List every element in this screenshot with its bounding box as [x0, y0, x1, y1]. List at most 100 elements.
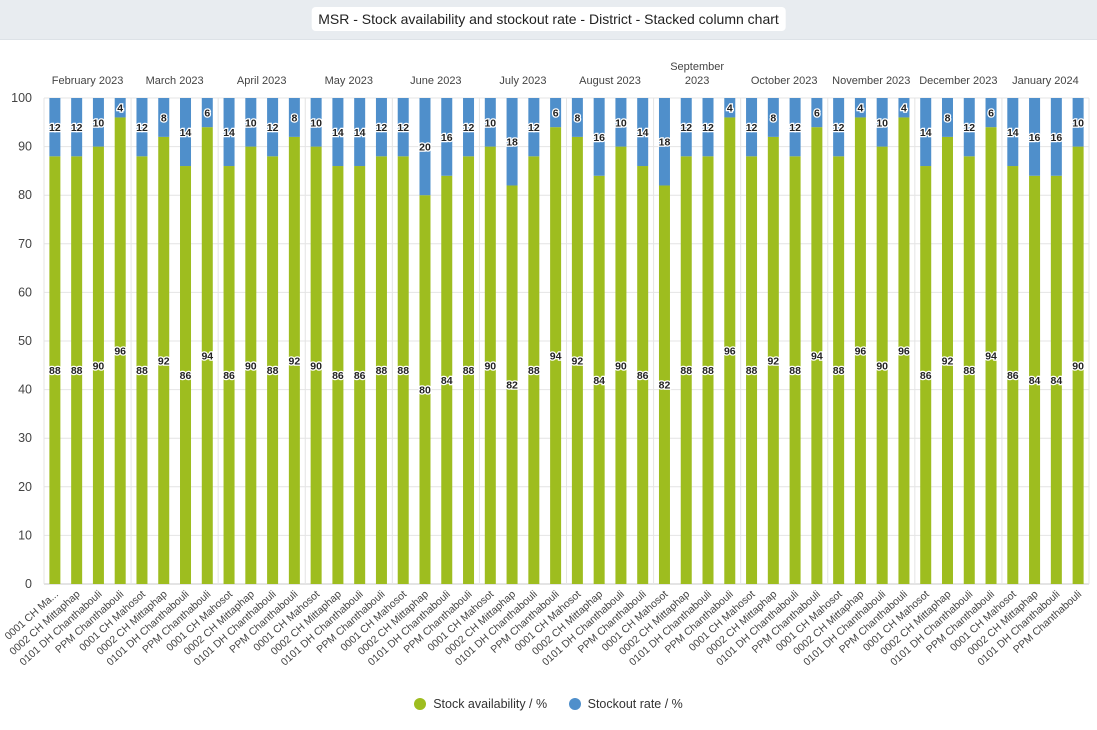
- data-label-stockout: 12: [746, 122, 758, 134]
- data-label-availability: 88: [463, 365, 475, 377]
- bar-availability: [985, 127, 997, 584]
- data-label-availability: 80: [419, 385, 431, 397]
- bar-availability: [354, 166, 366, 584]
- data-label-stockout: 8: [574, 112, 580, 124]
- bar-stockout: [223, 98, 235, 167]
- data-label-availability: 88: [376, 365, 388, 377]
- bar-availability: [637, 166, 649, 584]
- bar-availability: [702, 156, 714, 584]
- bar-availability: [724, 117, 736, 584]
- data-label-availability: 88: [833, 365, 845, 377]
- data-label-availability: 88: [267, 365, 279, 377]
- bar-availability: [419, 195, 431, 584]
- bar-stockout: [441, 98, 453, 176]
- bar-stockout: [1029, 98, 1041, 176]
- bar-availability: [223, 166, 235, 584]
- bar-availability: [245, 146, 257, 584]
- data-label-availability: 92: [158, 355, 170, 367]
- bar-availability: [158, 136, 170, 584]
- data-label-stockout: 10: [93, 117, 105, 129]
- data-label-stockout: 12: [833, 122, 845, 134]
- legend-label-stockout: Stockout rate / %: [587, 697, 683, 711]
- data-label-availability: 94: [985, 351, 997, 363]
- data-label-availability: 94: [201, 351, 213, 363]
- availability-swatch-icon: [414, 698, 427, 710]
- data-label-stockout: 12: [71, 122, 83, 134]
- data-label-stockout: 10: [310, 117, 322, 129]
- legend-item-availability[interactable]: Stock availability / %: [414, 697, 547, 711]
- bar-stockout: [789, 98, 801, 157]
- bar-availability: [571, 136, 583, 584]
- bar-stockout: [528, 98, 540, 157]
- bar-stockout: [680, 98, 692, 157]
- bar-availability: [528, 156, 540, 584]
- bar-availability: [593, 175, 605, 584]
- bar-stockout: [941, 98, 953, 137]
- bar-availability: [1072, 146, 1084, 584]
- data-label-stockout: 8: [161, 112, 167, 124]
- data-label-stockout: 14: [920, 127, 932, 139]
- data-label-availability: 84: [1029, 375, 1041, 387]
- data-label-stockout: 16: [1029, 132, 1041, 144]
- y-tick-label: 70: [18, 237, 32, 251]
- data-label-stockout: 12: [397, 122, 409, 134]
- month-label: September 2023: [670, 61, 724, 87]
- bar-availability: [811, 127, 823, 584]
- bar-availability: [876, 146, 888, 584]
- y-tick-label: 20: [18, 480, 32, 494]
- y-tick-label: 0: [25, 577, 32, 591]
- data-label-availability: 92: [289, 355, 301, 367]
- data-label-stockout: 18: [659, 137, 671, 149]
- bar-stockout: [963, 98, 975, 157]
- bar-availability: [71, 156, 83, 584]
- data-label-stockout: 10: [876, 117, 888, 129]
- bar-availability: [506, 185, 518, 585]
- data-label-stockout: 18: [506, 137, 518, 149]
- bar-stockout: [593, 98, 605, 176]
- bar-stockout: [1050, 98, 1062, 176]
- data-label-stockout: 10: [245, 117, 257, 129]
- bar-stockout: [767, 98, 779, 137]
- bar-stockout: [201, 98, 213, 128]
- data-label-availability: 88: [702, 365, 714, 377]
- legend: Stock availability / % Stockout rate / %: [0, 697, 1097, 713]
- data-label-availability: 94: [550, 351, 562, 363]
- bar-availability: [680, 156, 692, 584]
- bar-stockout: [288, 98, 300, 137]
- bar-stockout: [920, 98, 932, 167]
- bar-stockout: [571, 98, 583, 137]
- data-label-stockout: 12: [963, 122, 975, 134]
- legend-item-stockout[interactable]: Stockout rate / %: [568, 697, 683, 711]
- bar-availability: [920, 166, 932, 584]
- bar-stockout: [615, 98, 627, 147]
- bar-availability: [767, 136, 779, 584]
- bar-availability: [854, 117, 866, 584]
- bar-availability: [789, 156, 801, 584]
- bar-availability: [463, 156, 475, 584]
- data-label-stockout: 6: [553, 108, 559, 120]
- data-label-stockout: 12: [136, 122, 148, 134]
- bar-stockout: [49, 98, 61, 157]
- bar-stockout: [354, 98, 366, 167]
- month-label: November 2023: [832, 75, 910, 87]
- data-label-availability: 88: [49, 365, 61, 377]
- month-label: February 2023: [52, 75, 124, 87]
- data-label-stockout: 16: [1051, 132, 1063, 144]
- bar-stockout: [114, 98, 126, 118]
- data-label-stockout: 16: [441, 132, 453, 144]
- data-label-stockout: 8: [770, 112, 776, 124]
- data-label-availability: 88: [746, 365, 758, 377]
- data-label-availability: 84: [441, 375, 453, 387]
- data-label-stockout: 6: [814, 108, 820, 120]
- data-label-availability: 86: [1007, 370, 1019, 382]
- bar-availability: [441, 175, 453, 584]
- data-label-stockout: 6: [988, 108, 994, 120]
- data-label-availability: 90: [484, 360, 496, 372]
- bar-availability: [288, 136, 300, 584]
- data-label-availability: 90: [245, 360, 257, 372]
- bar-availability: [746, 156, 758, 584]
- bar-availability: [49, 156, 61, 584]
- bar-stockout: [158, 98, 170, 137]
- data-label-availability: 88: [963, 365, 975, 377]
